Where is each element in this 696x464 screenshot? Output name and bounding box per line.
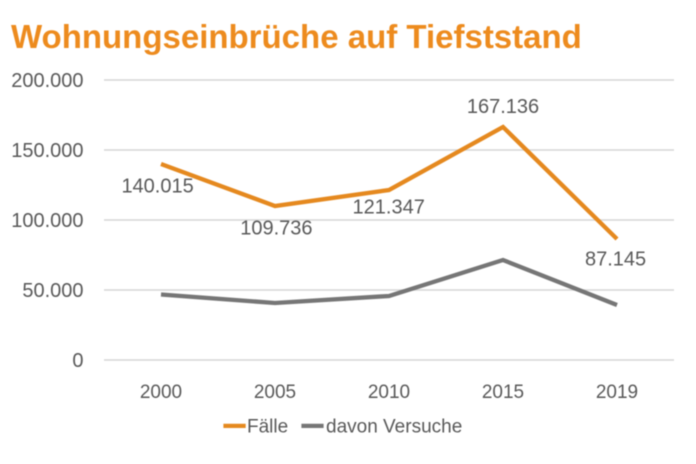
svg-text:100.000: 100.000 (11, 210, 83, 232)
svg-text:109.736: 109.736 (240, 218, 312, 240)
svg-text:Wohnungseinbrüche auf Tiefstst: Wohnungseinbrüche auf Tiefststand (11, 18, 582, 55)
svg-text:2019: 2019 (596, 382, 638, 403)
svg-text:2015: 2015 (482, 382, 524, 403)
svg-text:121.347: 121.347 (353, 197, 425, 219)
svg-text:Fälle: Fälle (247, 417, 288, 438)
svg-text:150.000: 150.000 (11, 140, 83, 162)
svg-text:2005: 2005 (254, 382, 296, 403)
svg-text:0: 0 (72, 350, 83, 372)
svg-text:2010: 2010 (368, 382, 410, 403)
svg-text:davon Versuche: davon Versuche (326, 417, 462, 438)
svg-text:140.015: 140.015 (121, 176, 193, 198)
svg-text:87.145: 87.145 (585, 249, 646, 271)
svg-text:167.136: 167.136 (467, 96, 539, 118)
svg-text:200.000: 200.000 (11, 70, 83, 92)
svg-text:2000: 2000 (140, 382, 182, 403)
svg-text:50.000: 50.000 (22, 280, 83, 302)
